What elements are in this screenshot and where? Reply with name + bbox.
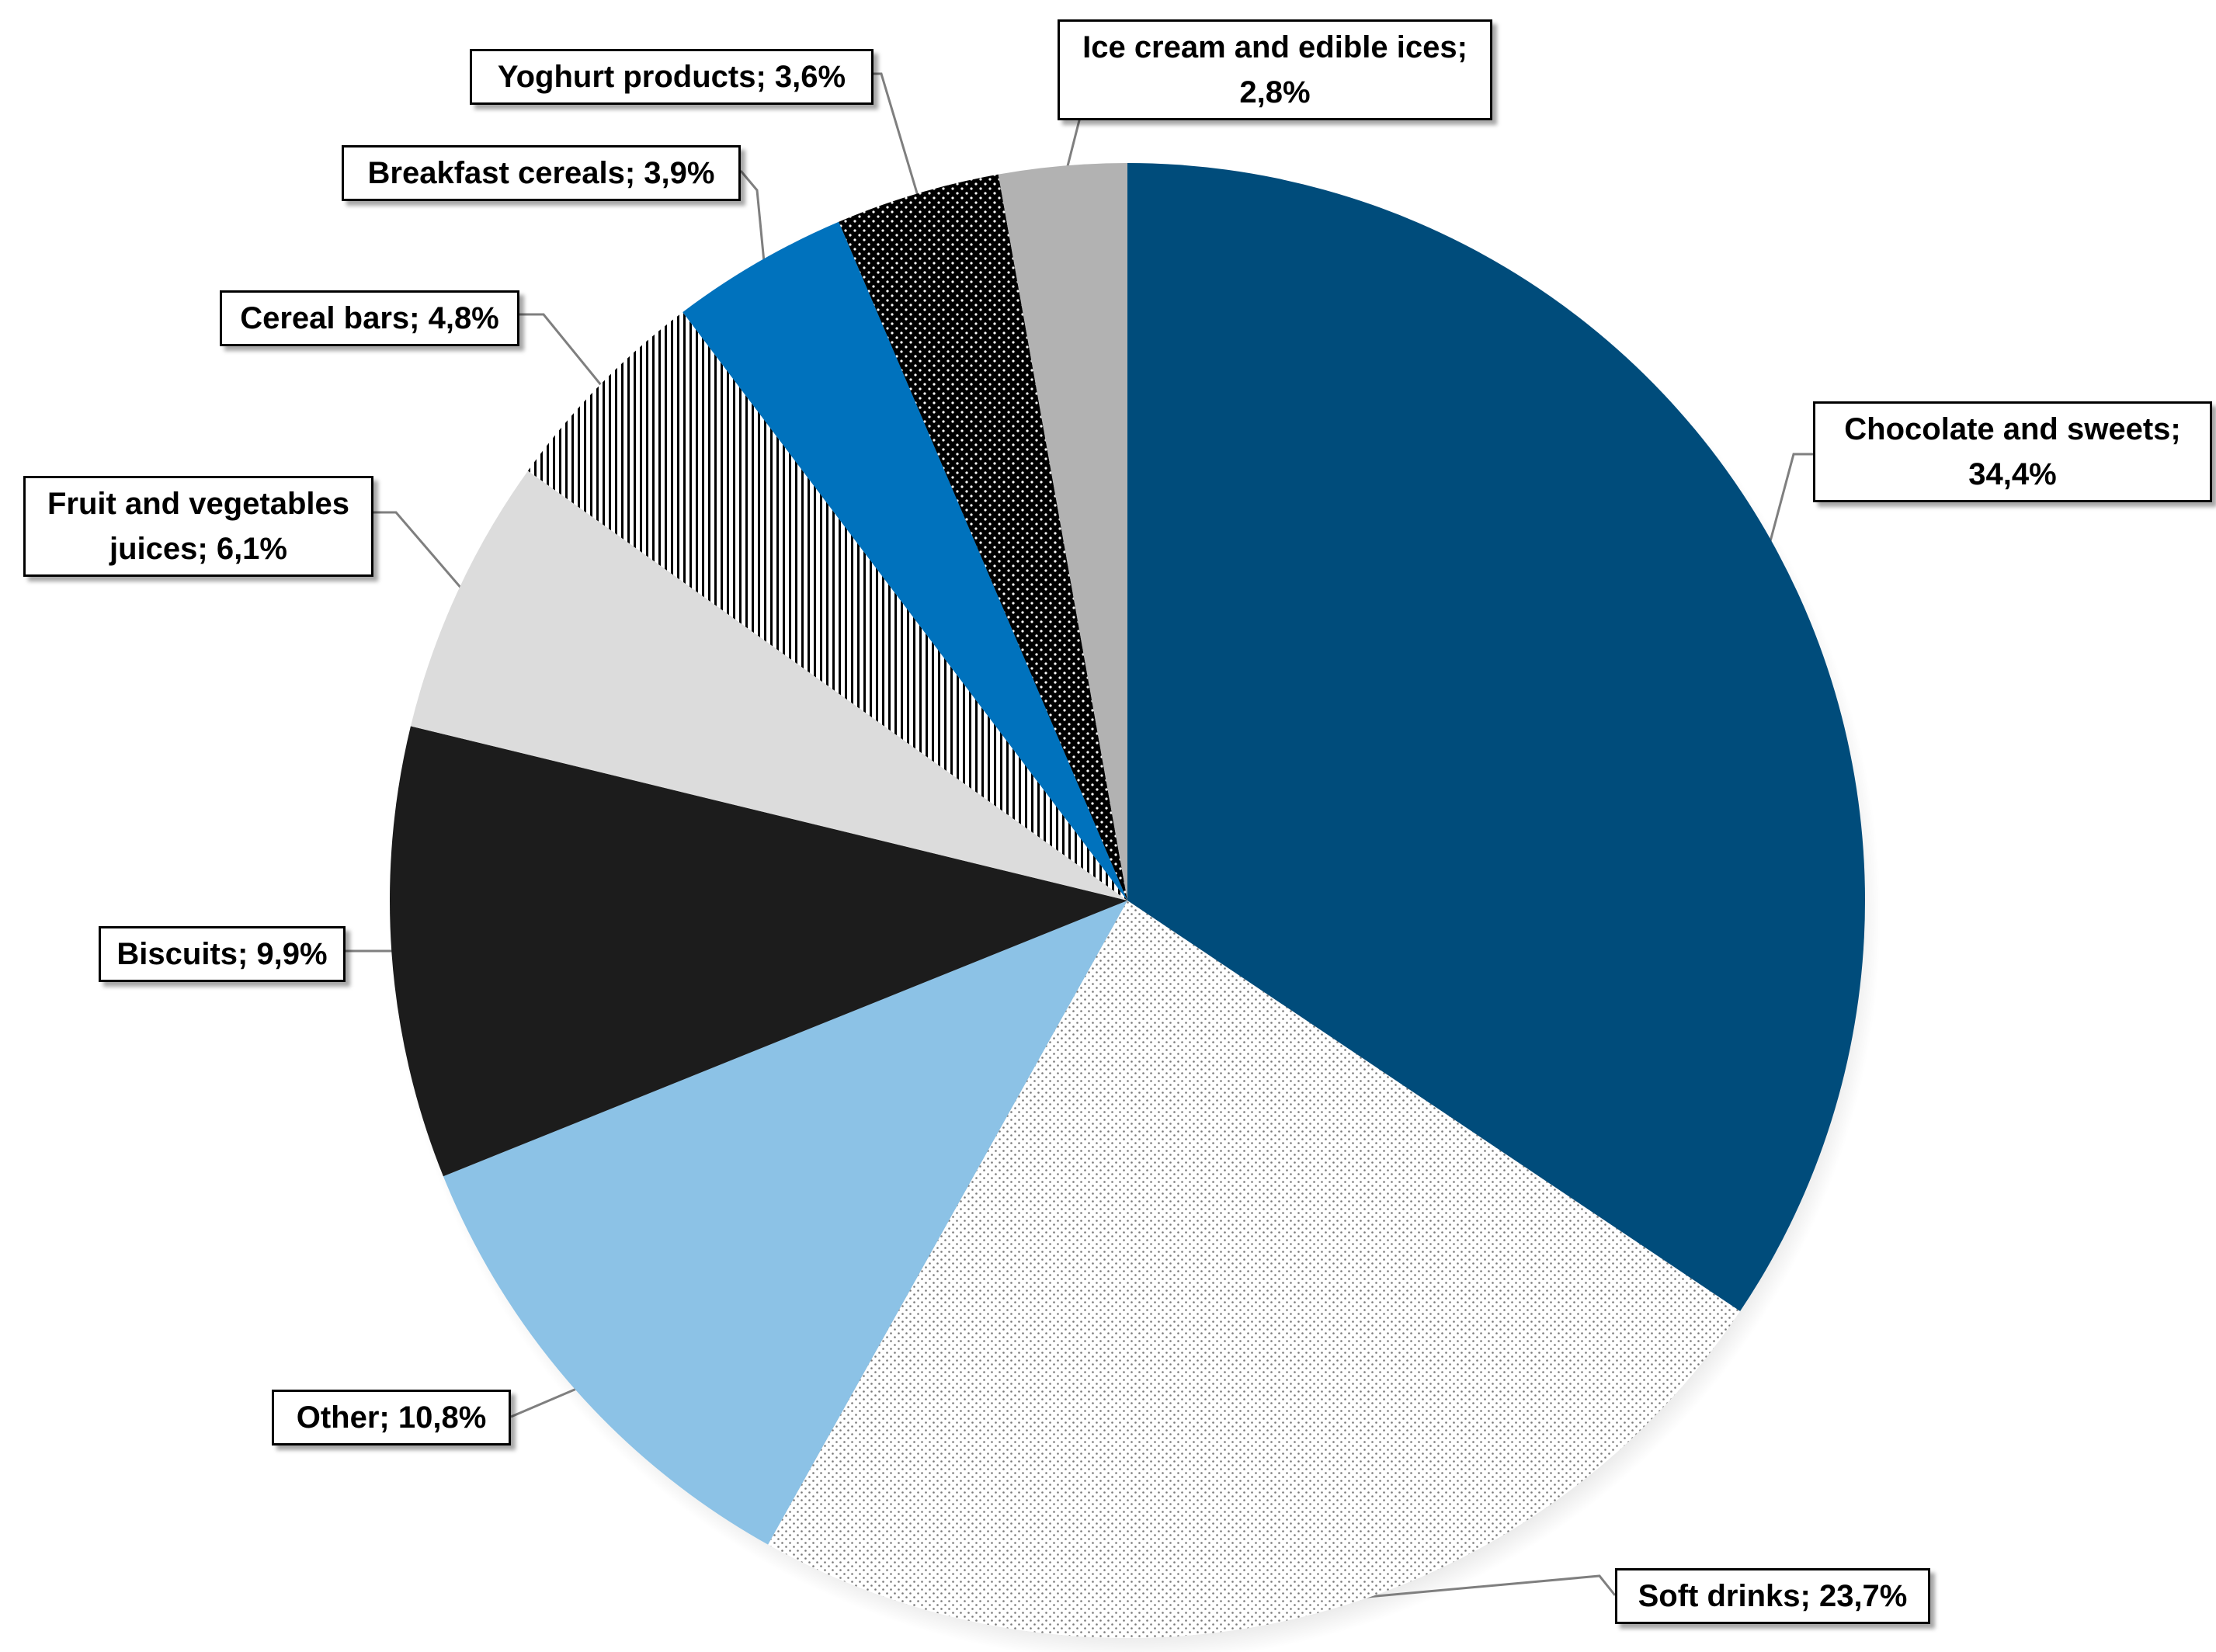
leader-line-soft-drinks — [1296, 1574, 1617, 1605]
pie-slice-yoghurt-products — [839, 174, 1127, 901]
data-label-line: Soft drinks; 23,7% — [1638, 1579, 1908, 1613]
pie-slice-biscuits — [389, 726, 1127, 1177]
data-label-line: Chocolate and sweets; — [1844, 412, 2181, 446]
data-label-breakfast-cereals: Breakfast cereals; 3,9% — [342, 145, 741, 201]
pie-slice-chocolate-and-sweets — [1127, 163, 1865, 1312]
data-label-chocolate-and-sweets: Chocolate and sweets; 34,4% — [1813, 401, 2212, 502]
leader-line-fruit-and-vegetables-juices — [373, 511, 472, 600]
data-label-line: Yoghurt products; 3,6% — [497, 60, 846, 94]
pie-slices — [389, 163, 1865, 1638]
data-label-ice-cream-and-edible-ices: Ice cream and edible ices; 2,8% — [1058, 19, 1492, 120]
pie-slice-ice-cream-and-edible-ices — [998, 163, 1127, 901]
data-label-line: 34,4% — [1968, 457, 2057, 491]
data-label-line: Breakfast cereals; 3,9% — [367, 156, 715, 190]
leader-line-breakfast-cereals — [739, 170, 767, 276]
data-label-line: 2,8% — [1239, 75, 1311, 109]
leader-line-cereal-bars — [519, 313, 611, 397]
pie-slice-other — [443, 901, 1127, 1545]
pie-slice-soft-drinks — [768, 901, 1741, 1638]
pie-slice-breakfast-cereals — [683, 221, 1127, 901]
data-label-line: Fruit and vegetables — [47, 487, 349, 521]
data-label-other: Other; 10,8% — [272, 1390, 511, 1446]
data-label-cereal-bars: Cereal bars; 4,8% — [220, 290, 519, 346]
data-label-line: Ice cream and edible ices; — [1082, 30, 1467, 64]
data-label-line: Other; 10,8% — [296, 1400, 487, 1435]
data-label-line: Biscuits; 9,9% — [116, 937, 328, 971]
data-label-yoghurt-products: Yoghurt products; 3,6% — [470, 49, 874, 105]
pie-slice-fruit-and-vegetables-juices — [410, 470, 1127, 901]
data-label-biscuits: Biscuits; 9,9% — [99, 926, 346, 982]
pie-slice-cereal-bars — [527, 312, 1127, 901]
leader-line-yoghurt-products — [874, 72, 923, 209]
data-label-fruit-and-vegetables-juices: Fruit and vegetables juices; 6,1% — [23, 476, 373, 577]
data-label-line: Cereal bars; 4,8% — [240, 301, 499, 335]
leader-line-chocolate-and-sweets — [1763, 453, 1813, 561]
data-label-soft-drinks: Soft drinks; 23,7% — [1615, 1568, 1930, 1624]
data-label-line: juices; 6,1% — [109, 532, 287, 566]
